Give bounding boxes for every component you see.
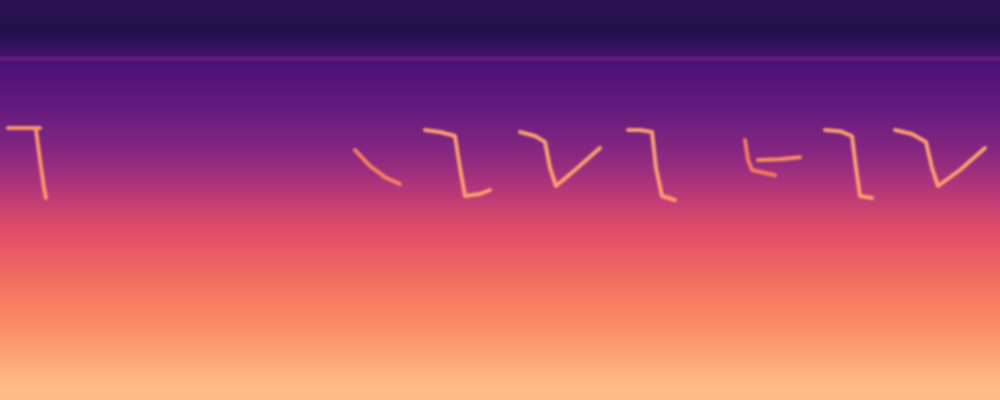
call-trace bbox=[355, 150, 400, 184]
band bbox=[0, 220, 1000, 241]
call-trace bbox=[895, 130, 985, 186]
call-trace bbox=[825, 130, 872, 198]
band bbox=[0, 120, 1000, 141]
band bbox=[0, 240, 1000, 261]
band bbox=[0, 80, 1000, 101]
call-trace bbox=[0, 57, 1000, 61]
band bbox=[0, 300, 1000, 321]
frequency-bands bbox=[0, 0, 1000, 400]
band bbox=[0, 140, 1000, 161]
call-trace bbox=[425, 130, 490, 196]
band bbox=[0, 380, 1000, 400]
band bbox=[0, 180, 1000, 201]
band bbox=[0, 320, 1000, 341]
band bbox=[0, 260, 1000, 281]
band bbox=[0, 100, 1000, 121]
call-trace bbox=[520, 132, 600, 186]
band bbox=[0, 40, 1000, 61]
call-trace bbox=[758, 157, 800, 160]
plot-area bbox=[0, 0, 1000, 400]
band bbox=[0, 160, 1000, 181]
band bbox=[0, 360, 1000, 381]
calls bbox=[0, 59, 1000, 200]
band bbox=[0, 20, 1000, 41]
call-trace bbox=[36, 130, 46, 198]
band bbox=[0, 340, 1000, 361]
band bbox=[0, 0, 1000, 21]
spectrogram bbox=[0, 0, 1000, 400]
call-trace bbox=[628, 130, 675, 200]
band bbox=[0, 280, 1000, 301]
band bbox=[0, 200, 1000, 221]
band bbox=[0, 60, 1000, 81]
